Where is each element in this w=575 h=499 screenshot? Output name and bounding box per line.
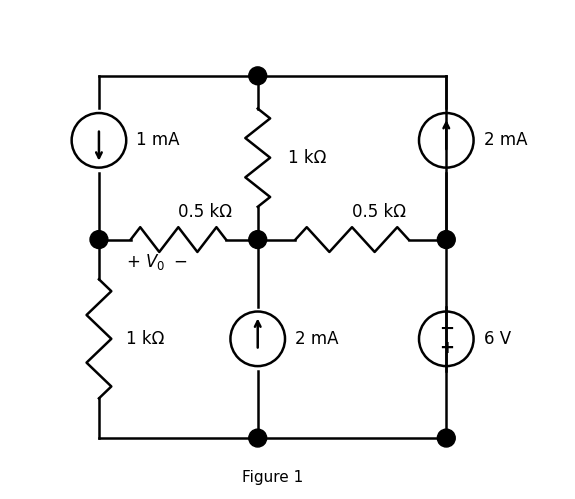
Circle shape xyxy=(438,231,455,249)
Text: 1 kΩ: 1 kΩ xyxy=(288,149,326,167)
Text: 6 V: 6 V xyxy=(484,330,511,348)
Text: $+\ V_0\ -$: $+\ V_0\ -$ xyxy=(126,252,187,272)
Circle shape xyxy=(249,429,267,447)
Text: 1 mA: 1 mA xyxy=(136,131,179,149)
Text: 0.5 kΩ: 0.5 kΩ xyxy=(352,203,406,221)
Text: 1 kΩ: 1 kΩ xyxy=(126,330,164,348)
Circle shape xyxy=(90,231,108,249)
Text: Figure 1: Figure 1 xyxy=(242,470,303,485)
Text: 0.5 kΩ: 0.5 kΩ xyxy=(178,203,232,221)
Text: −: − xyxy=(439,320,454,338)
Text: 2 mA: 2 mA xyxy=(295,330,339,348)
Text: +: + xyxy=(439,339,454,357)
Circle shape xyxy=(249,67,267,85)
Circle shape xyxy=(438,429,455,447)
Text: 2 mA: 2 mA xyxy=(484,131,527,149)
Circle shape xyxy=(249,231,267,249)
